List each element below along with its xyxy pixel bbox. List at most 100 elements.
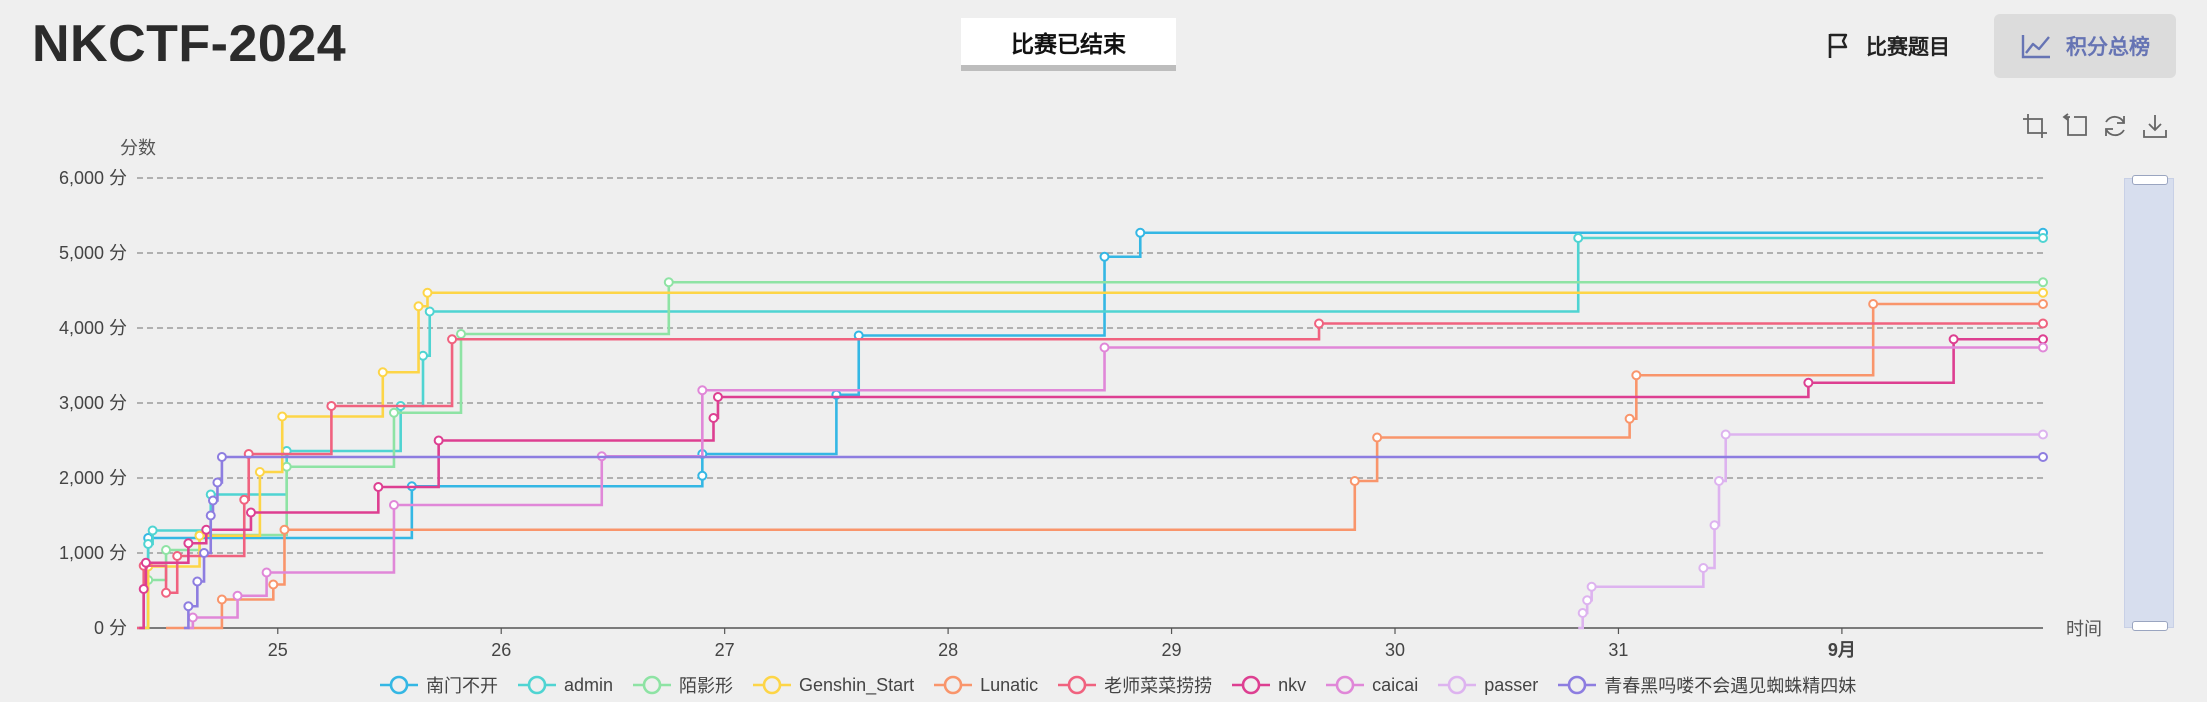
- data-point[interactable]: [388, 500, 399, 510]
- data-point[interactable]: [697, 470, 708, 481]
- data-point[interactable]: [1582, 595, 1593, 606]
- data-point[interactable]: [1135, 227, 1146, 238]
- data-point[interactable]: [388, 407, 399, 418]
- data-point[interactable]: [216, 594, 227, 605]
- nav-problems-button[interactable]: 比赛题目: [1826, 14, 1976, 78]
- series-line[interactable]: [166, 302, 2043, 630]
- legend-item[interactable]: 青春黑吗喽不会遇见蜘蛛精四妹: [1558, 672, 1856, 698]
- data-point[interactable]: [201, 524, 212, 535]
- data-point[interactable]: [697, 385, 708, 396]
- data-point[interactable]: [245, 507, 256, 518]
- data-point[interactable]: [418, 350, 429, 361]
- restore-icon[interactable]: [2101, 112, 2129, 140]
- data-point[interactable]: [199, 548, 210, 558]
- nav-scoreboard-button[interactable]: 积分总榜: [1994, 14, 2176, 78]
- data-point[interactable]: [377, 367, 388, 378]
- data-point[interactable]: [140, 557, 151, 568]
- data-point[interactable]: [268, 579, 279, 590]
- legend-item[interactable]: Genshin_Start: [753, 675, 914, 696]
- legend-item[interactable]: nkv: [1232, 675, 1306, 696]
- legend-item[interactable]: 陌影形: [633, 672, 733, 698]
- data-point[interactable]: [281, 461, 292, 472]
- data-point[interactable]: [1709, 520, 1720, 531]
- data-point[interactable]: [239, 494, 250, 505]
- series-line[interactable]: [139, 337, 2043, 630]
- data-point[interactable]: [2038, 299, 2048, 309]
- data-point[interactable]: [2038, 452, 2048, 462]
- data-point[interactable]: [1372, 432, 1383, 443]
- legend-item[interactable]: Lunatic: [934, 675, 1038, 696]
- zoom-crop-icon[interactable]: [2021, 112, 2049, 140]
- data-point[interactable]: [326, 401, 337, 411]
- data-point[interactable]: [216, 452, 227, 462]
- data-point[interactable]: [1573, 233, 1584, 243]
- legend-item[interactable]: 老师菜菜捞捞: [1058, 672, 1212, 698]
- data-point[interactable]: [207, 495, 218, 506]
- zoom-back-icon[interactable]: [2061, 112, 2089, 140]
- data-point[interactable]: [2038, 233, 2048, 243]
- data-point[interactable]: [1349, 476, 1360, 486]
- data-point[interactable]: [1577, 608, 1588, 618]
- legend-item[interactable]: 南门不开: [380, 672, 498, 698]
- data-point[interactable]: [1099, 251, 1110, 262]
- data-point[interactable]: [708, 413, 719, 423]
- data-point[interactable]: [261, 567, 272, 578]
- zoom-slider-bottom-handle[interactable]: [2132, 621, 2168, 631]
- series-line[interactable]: [139, 280, 2043, 630]
- data-point[interactable]: [1803, 377, 1814, 388]
- data-point[interactable]: [143, 539, 154, 549]
- data-point[interactable]: [1714, 476, 1725, 486]
- data-point[interactable]: [147, 525, 158, 536]
- legend-item[interactable]: admin: [518, 675, 613, 696]
- zoom-slider[interactable]: [2124, 175, 2174, 631]
- data-point[interactable]: [212, 477, 223, 488]
- series-line[interactable]: [183, 455, 2043, 630]
- data-point[interactable]: [232, 590, 243, 601]
- data-point[interactable]: [279, 524, 290, 535]
- data-point[interactable]: [455, 329, 466, 339]
- series-line[interactable]: [139, 291, 2043, 630]
- data-point[interactable]: [1586, 581, 1597, 592]
- data-point[interactable]: [422, 287, 433, 298]
- data-point[interactable]: [663, 277, 674, 288]
- data-point[interactable]: [1624, 413, 1635, 424]
- zoom-slider-top-handle[interactable]: [2132, 175, 2168, 185]
- data-point[interactable]: [277, 411, 288, 422]
- data-point[interactable]: [161, 545, 172, 555]
- series-line[interactable]: [143, 231, 2043, 630]
- data-point[interactable]: [373, 482, 384, 492]
- data-point[interactable]: [2038, 277, 2048, 288]
- data-point[interactable]: [1948, 334, 1959, 345]
- data-point[interactable]: [192, 576, 203, 587]
- data-point[interactable]: [2038, 429, 2048, 440]
- data-point[interactable]: [254, 467, 265, 477]
- series-line[interactable]: [137, 236, 2043, 630]
- data-point[interactable]: [1868, 299, 1879, 309]
- data-point[interactable]: [183, 601, 194, 612]
- data-point[interactable]: [2038, 287, 2048, 298]
- legend-item[interactable]: passer: [1438, 675, 1538, 696]
- data-point[interactable]: [424, 306, 435, 317]
- data-point[interactable]: [172, 551, 183, 561]
- data-point[interactable]: [433, 435, 444, 446]
- data-point[interactable]: [161, 587, 172, 598]
- data-point[interactable]: [1720, 429, 1731, 440]
- data-point[interactable]: [1631, 370, 1642, 381]
- data-point[interactable]: [1698, 563, 1709, 573]
- download-icon[interactable]: [2141, 112, 2169, 140]
- data-point[interactable]: [413, 301, 424, 312]
- data-point[interactable]: [2038, 334, 2048, 345]
- data-point[interactable]: [2038, 318, 2048, 329]
- data-point[interactable]: [447, 334, 458, 345]
- series-line[interactable]: [1578, 433, 2043, 630]
- data-point[interactable]: [205, 510, 216, 521]
- series-line[interactable]: [188, 346, 2043, 630]
- data-point[interactable]: [183, 538, 194, 549]
- data-point[interactable]: [1314, 318, 1325, 329]
- legend-item[interactable]: caicai: [1326, 675, 1418, 696]
- data-point[interactable]: [187, 612, 198, 623]
- data-point[interactable]: [138, 584, 149, 594]
- data-point[interactable]: [2038, 342, 2048, 353]
- data-point[interactable]: [194, 530, 205, 541]
- data-point[interactable]: [712, 392, 723, 402]
